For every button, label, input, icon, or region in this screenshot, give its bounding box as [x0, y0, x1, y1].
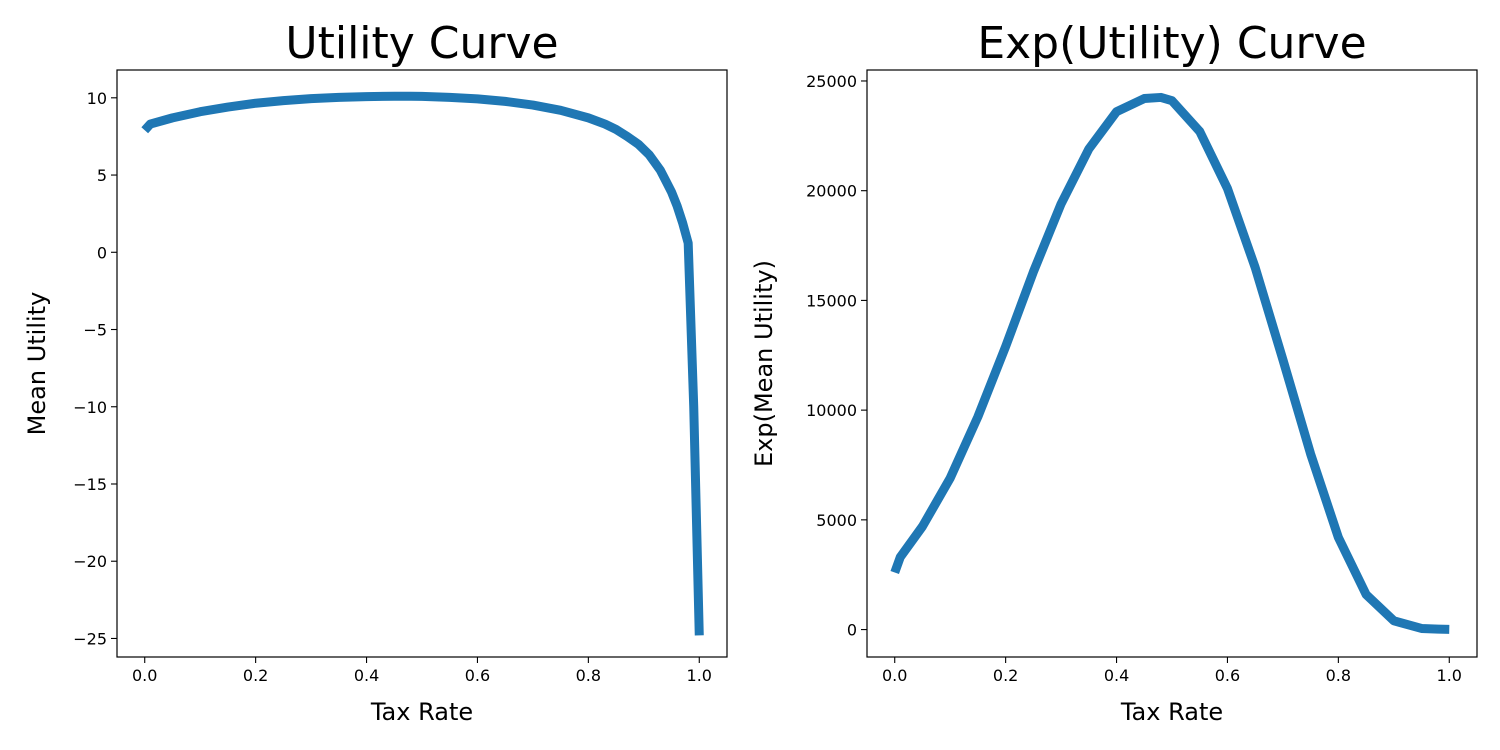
x-axis-label: Tax Rate — [1120, 698, 1223, 726]
chart-panel-2: 0.0 0.2 0.4 0.6 0.8 1.0 0 5000 10000 15000 20000 25… — [750, 18, 1478, 726]
x-tick-label: 1.0 — [687, 666, 712, 685]
y-tick-label: 0 — [847, 621, 857, 640]
x-tick-label: 0.0 — [882, 666, 907, 685]
x-tick-label: 1.0 — [1437, 666, 1462, 685]
y-tick-label: 10 — [87, 89, 107, 108]
plot-frame-1 — [116, 69, 728, 658]
x-tick-label: 0.2 — [993, 666, 1018, 685]
chart-title: Utility Curve — [285, 18, 558, 69]
series-line-2-1 — [890, 92, 1450, 634]
y-tick-label: −20 — [73, 552, 107, 571]
y-tick-label: 10000 — [806, 401, 857, 420]
x-tick-label: 0.6 — [465, 666, 490, 685]
x-tick-label: 0.0 — [132, 666, 157, 685]
series-line-1-1 — [141, 91, 704, 636]
y-axis-label: Exp(Mean Utility) — [750, 260, 778, 467]
x-tick-label: 0.8 — [1326, 666, 1351, 685]
y-tick-label: 5 — [97, 166, 107, 185]
x-tick-label: 0.8 — [576, 666, 601, 685]
y-tick-label: −5 — [83, 321, 107, 340]
y-tick-label: −10 — [73, 398, 107, 417]
y-axis-label: Mean Utility — [23, 292, 51, 436]
x-tick-label: 0.4 — [354, 666, 379, 685]
y-tick-label: −15 — [73, 475, 107, 494]
x-tick-label: 0.6 — [1215, 666, 1240, 685]
chart-title: Exp(Utility) Curve — [977, 18, 1366, 69]
x-axis-label: Tax Rate — [370, 698, 473, 726]
y-tick-label: −25 — [73, 629, 107, 648]
y-tick-label: 5000 — [816, 511, 857, 530]
y-tick-label: 25000 — [806, 72, 857, 91]
x-tick-label: 0.4 — [1104, 666, 1129, 685]
plot-frame-2 — [866, 69, 1478, 658]
y-tick-label: 20000 — [806, 182, 857, 201]
x-tick-label: 0.2 — [243, 666, 268, 685]
chart-panel-1: 0.0 0.2 0.4 0.6 0.8 1.0 10 5 0 −5 −10 −15 −20 −25 Util… — [23, 18, 728, 726]
y-tick-label: 15000 — [806, 291, 857, 310]
y-tick-label: 0 — [97, 243, 107, 262]
